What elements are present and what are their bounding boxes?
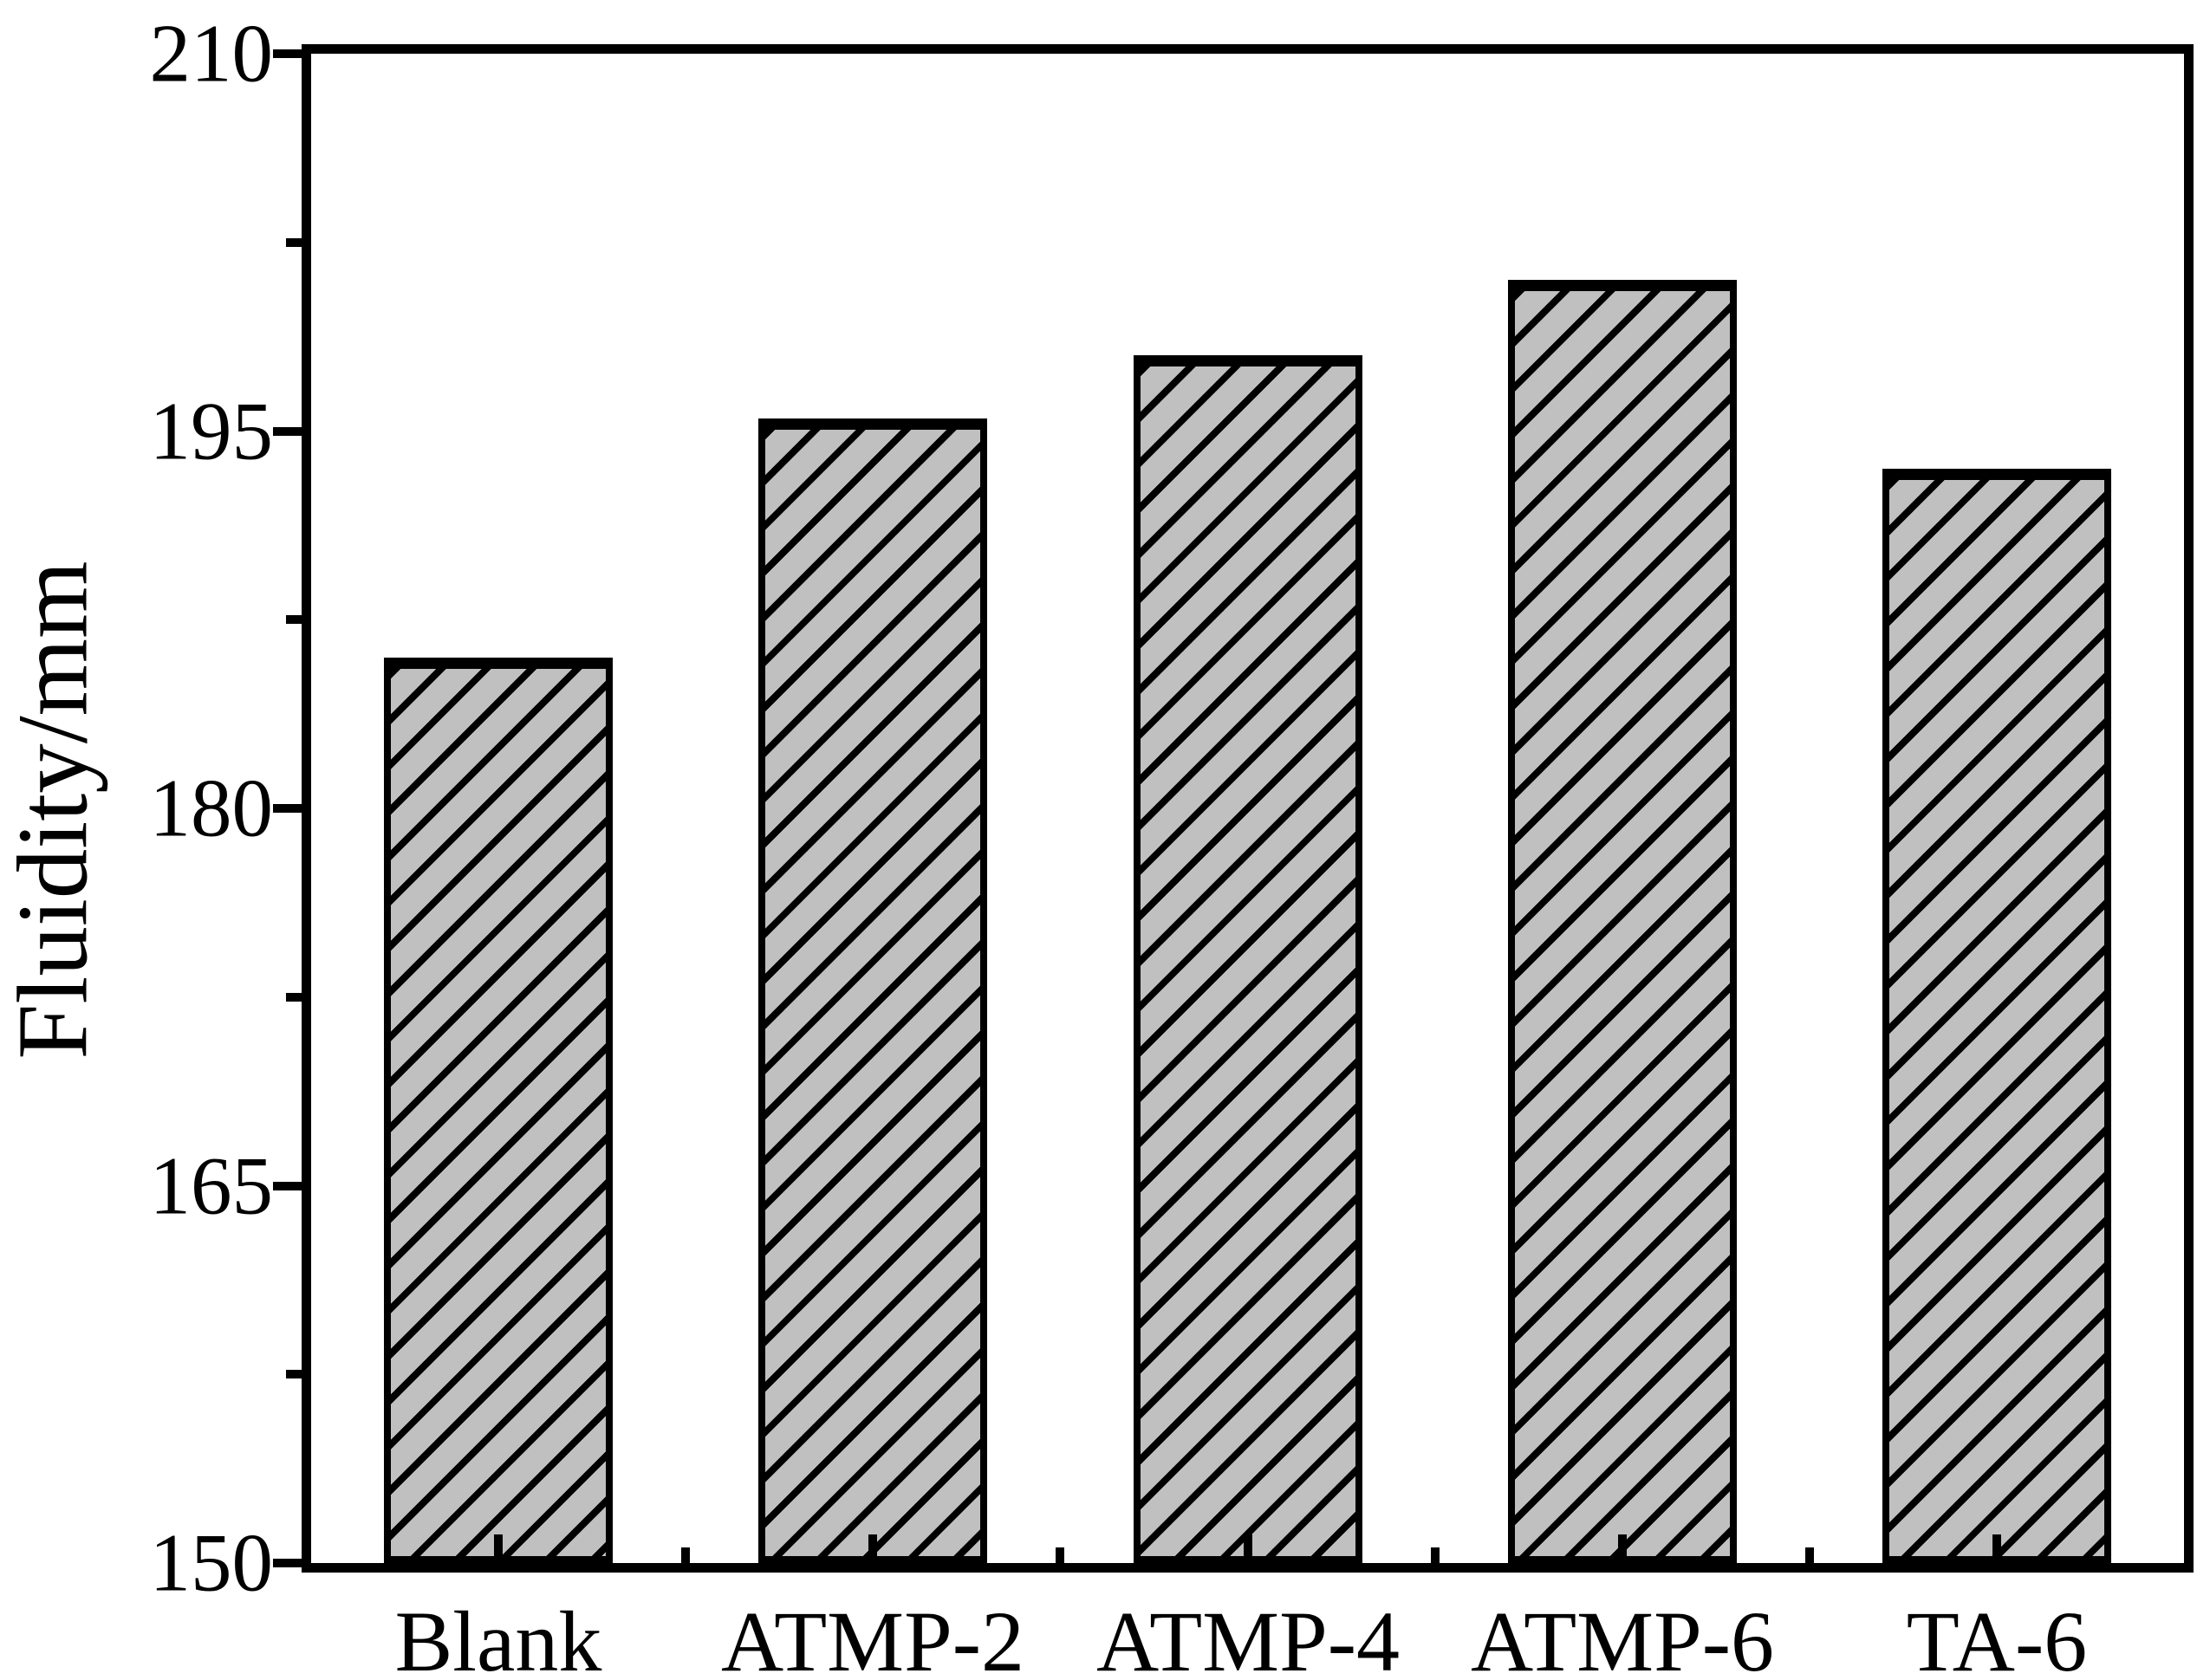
x-axis-major-tick — [1618, 1534, 1627, 1563]
bar-atmp-4 — [1134, 355, 1362, 1563]
y-tick-label-180: 180 — [149, 762, 274, 854]
y-axis-title: Fluidity/mm — [0, 561, 108, 1060]
plot-area: Blank ATMP-2 ATMP-4 ATMP-6 TA-6 210 195 180 165 1… — [150, 12, 2194, 1680]
x-axis-minor-tick — [1056, 1547, 1064, 1563]
y-tick-label-210: 210 — [149, 7, 274, 100]
x-axis-major-tick — [494, 1534, 503, 1563]
x-category-label-atmp-4: ATMP-4 — [1095, 1593, 1401, 1680]
y-axis-minor-tick — [286, 238, 302, 247]
y-axis-major-tick — [273, 427, 302, 436]
x-axis-major-tick — [1992, 1534, 2001, 1563]
y-axis-minor-tick — [286, 1370, 302, 1378]
x-category-label-atmp-6: ATMP-6 — [1470, 1593, 1775, 1680]
x-axis-minor-tick — [681, 1547, 690, 1563]
y-axis-major-tick — [273, 1182, 302, 1190]
y-axis-major-tick — [273, 49, 302, 58]
y-axis-minor-tick — [286, 993, 302, 1002]
y-axis-major-tick — [273, 804, 302, 813]
x-category-label-ta-6: TA-6 — [1906, 1593, 2088, 1680]
y-axis-minor-tick — [286, 615, 302, 624]
y-tick-label-195: 195 — [149, 385, 274, 477]
y-axis-major-tick — [273, 1559, 302, 1567]
bar-atmp-2 — [758, 418, 987, 1563]
x-axis-major-tick — [868, 1534, 877, 1563]
bar-atmp-6 — [1508, 280, 1737, 1563]
bar-blank — [384, 658, 613, 1563]
y-tick-label-150: 150 — [149, 1516, 274, 1609]
x-axis-major-tick — [1244, 1534, 1252, 1563]
x-category-label-blank: Blank — [394, 1593, 602, 1680]
x-axis-minor-tick — [1431, 1547, 1440, 1563]
x-axis-minor-tick — [1805, 1547, 1814, 1563]
bar-ta-6 — [1882, 469, 2111, 1563]
y-tick-label-165: 165 — [149, 1139, 274, 1232]
x-category-label-atmp-2: ATMP-2 — [720, 1593, 1025, 1680]
